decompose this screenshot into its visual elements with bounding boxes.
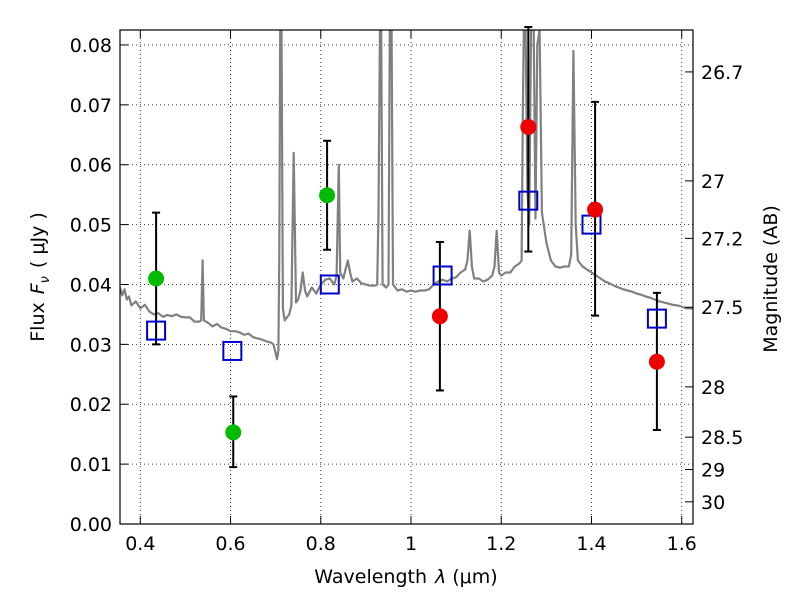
model-square-marker [319,274,340,295]
model-square-marker [222,340,243,361]
x-tick-label: 0.4 [125,533,155,555]
y-tick-label: 0.06 [70,155,112,177]
y-tick-label: 0.08 [70,35,112,57]
y2-tick-label: 29 [701,460,725,482]
green-data-point [225,424,242,441]
grid [120,30,693,525]
y2-axis-label: Magnitude (AB) [760,205,782,353]
x-tick-label: 0.6 [215,533,245,555]
marker-layer [146,119,667,441]
y2-axis-ticks: 26.7 27 27.2 27.5 28 28.5 29 30 [685,62,743,514]
y-tick-label: 0.07 [70,95,112,117]
y2-tick-label: 27 [701,171,725,193]
x-tick-label: 1.2 [486,533,516,555]
y-tick-label: 0.01 [70,454,112,476]
model-square-marker [518,190,539,211]
plot-frame [119,29,694,525]
y-tick-label: 0.02 [70,394,112,416]
y-axis-label: FluxFν( μJy ) [27,212,53,342]
x-tick-label: 1.6 [667,533,697,555]
y-tick-label: 0.05 [70,215,112,237]
y2-tick-label: 26.7 [701,62,743,84]
y2-tick-label: 27.5 [701,297,743,319]
y-tick-label: 0.00 [70,514,112,536]
model-square-marker [646,308,667,329]
x-tick-label: 1.4 [576,533,606,555]
green-data-point [319,187,336,204]
errorbar [524,26,533,253]
y2-tick-label: 28 [701,377,725,399]
y-axis-ticks: 0.00 0.01 0.02 0.03 0.04 0.05 0.06 0.07 0.08 [70,35,128,536]
x-axis-label: Wavelength λ (μm) [314,566,497,588]
y2-tick-label: 28.5 [701,427,743,449]
red-data-point [431,308,448,325]
red-data-point [587,201,604,218]
model-square-marker [432,265,453,286]
spectrum-layer [120,30,693,361]
y2-tick-label: 30 [701,492,725,514]
x-tick-label: 0.8 [306,533,336,555]
y-tick-label: 0.04 [70,274,112,296]
spectrum-line [120,30,693,361]
red-data-point [520,119,537,136]
y2-tick-label: 27.2 [701,228,743,250]
x-tick-label: 1 [405,533,417,555]
green-data-point [148,270,165,287]
y-tick-label: 0.03 [70,334,112,356]
x-axis-ticks: 0.4 0.6 0.8 1 1.2 1.4 1.6 [125,30,697,555]
model-square-marker [146,320,167,341]
errorbar-layer [152,26,661,469]
red-data-point [648,353,665,370]
